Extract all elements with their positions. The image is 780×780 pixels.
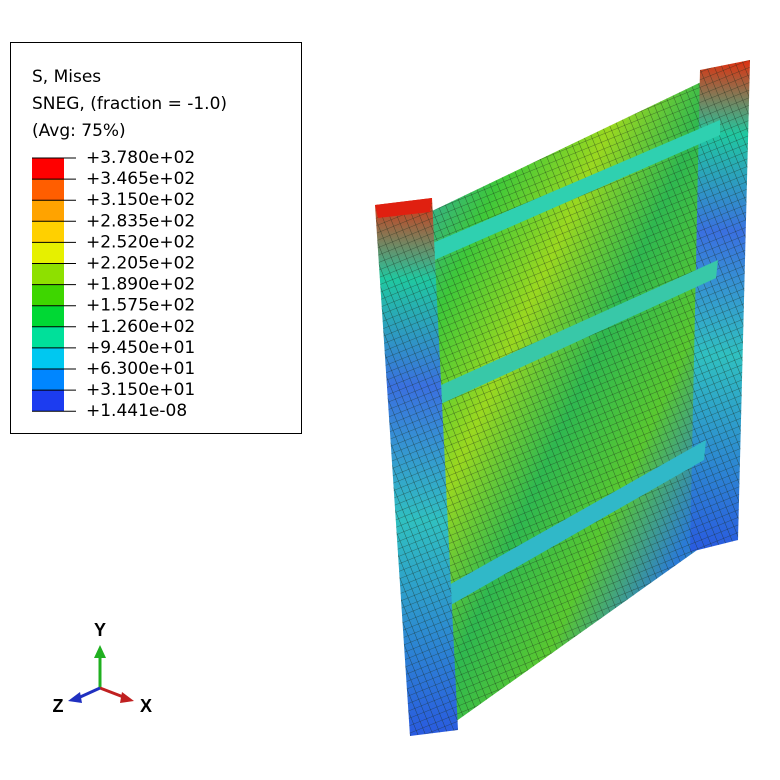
stiffener bbox=[428, 120, 720, 262]
legend-label: +9.450e+01 bbox=[86, 338, 195, 358]
legend-title: SNEG, (fraction = -1.0) bbox=[32, 94, 227, 114]
column-top bbox=[375, 198, 432, 218]
color-band bbox=[32, 200, 64, 222]
color-band bbox=[32, 263, 64, 285]
color-bar: +3.780e+02+3.465e+02+3.150e+02+2.835e+02… bbox=[32, 148, 195, 421]
color-band bbox=[32, 305, 64, 327]
axis-label: Z bbox=[53, 696, 64, 716]
mesh bbox=[690, 60, 750, 552]
legend-label: +3.150e+01 bbox=[86, 380, 195, 400]
color-band bbox=[32, 158, 64, 180]
axis-label: Y bbox=[94, 620, 106, 640]
legend: S, Mises SNEG, (fraction = -1.0) (Avg: 7… bbox=[10, 42, 302, 434]
color-band bbox=[32, 284, 64, 306]
legend-title: S, Mises bbox=[32, 67, 101, 87]
legend-label: +1.890e+02 bbox=[86, 275, 195, 295]
legend-label: +1.260e+02 bbox=[86, 317, 195, 337]
legend-label: +3.780e+02 bbox=[86, 148, 195, 168]
stiffener bbox=[440, 440, 706, 610]
color-band bbox=[32, 347, 64, 369]
stiffener bbox=[430, 260, 718, 408]
color-band bbox=[32, 390, 64, 412]
mesh bbox=[375, 198, 458, 736]
legend-label: +2.835e+02 bbox=[86, 211, 195, 231]
color-band bbox=[32, 326, 64, 348]
legend-label: +6.300e+01 bbox=[86, 359, 195, 379]
model bbox=[375, 60, 750, 736]
color-band bbox=[32, 242, 64, 264]
legend-label: +3.465e+02 bbox=[86, 169, 195, 189]
legend-label: +2.520e+02 bbox=[86, 232, 195, 252]
color-band bbox=[32, 221, 64, 243]
legend-label: +2.205e+02 bbox=[86, 254, 195, 274]
mesh bbox=[430, 72, 722, 722]
legend-title: (Avg: 75%) bbox=[32, 121, 126, 141]
triad: Y Z X bbox=[53, 620, 153, 716]
color-band bbox=[32, 179, 64, 201]
legend-label: +1.441e-08 bbox=[86, 401, 187, 421]
axis-label: X bbox=[140, 696, 152, 716]
color-band bbox=[32, 369, 64, 391]
legend-label: +1.575e+02 bbox=[86, 296, 195, 316]
legend-label: +3.150e+02 bbox=[86, 190, 195, 210]
